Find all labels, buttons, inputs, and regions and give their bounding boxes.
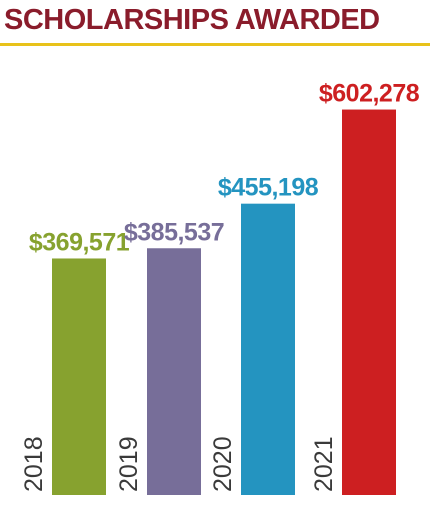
chart-title: SCHOLARSHIPS AWARDED [4, 4, 380, 36]
value-label-2021: $602,278 [319, 80, 420, 108]
year-label-2021: 2021 [310, 436, 338, 492]
bar-2020 [241, 203, 295, 495]
year-label-2019: 2019 [115, 436, 143, 492]
bar-2018 [52, 258, 106, 495]
year-label-2020: 2020 [209, 436, 237, 492]
value-label-2019: $385,537 [124, 218, 224, 246]
title-underline [0, 43, 430, 46]
bar-2019 [147, 248, 201, 495]
value-label-2020: $455,198 [218, 174, 319, 202]
year-label-2018: 2018 [20, 436, 48, 492]
value-label-2018: $369,571 [29, 228, 130, 256]
bar-2021 [342, 109, 396, 495]
